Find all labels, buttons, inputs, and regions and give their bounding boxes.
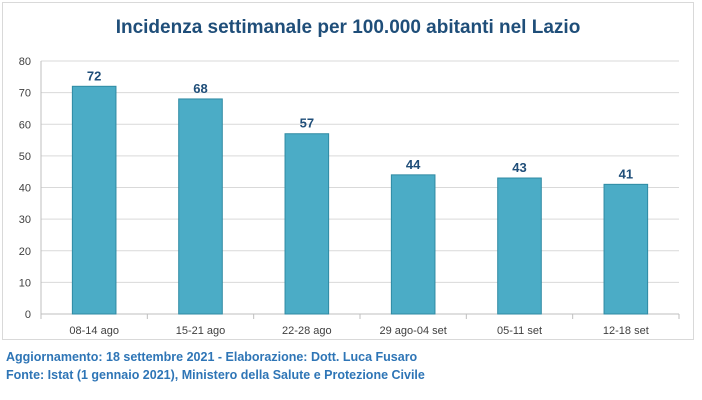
x-tick-label: 12-18 set [603, 325, 649, 337]
y-tick-label: 10 [19, 277, 31, 289]
data-label: 44 [406, 157, 421, 172]
y-tick-label: 80 [19, 56, 31, 68]
bar [603, 183, 649, 315]
bar-chart: 0 10 20 30 40 50 60 70 80 08-14 ago 15-21 ago 22-28… [19, 56, 680, 337]
bar [390, 174, 436, 315]
x-tick-label: 22-28 ago [282, 325, 332, 337]
x-tick-label: 05-11 set [497, 325, 542, 337]
chart-footer: Aggiornamento: 18 settembre 2021 - Elabo… [6, 348, 425, 384]
x-tick-label: 08-14 ago [69, 325, 119, 337]
data-labels: 72 68 57 44 43 41 [87, 68, 633, 181]
x-tick-label: 29 ago-04 set [380, 325, 447, 337]
gridlines [41, 60, 679, 283]
data-label: 57 [300, 116, 314, 131]
y-tick-label: 0 [25, 309, 31, 321]
y-tick-label: 20 [19, 246, 31, 258]
x-tick-label: 15-21 ago [176, 325, 226, 337]
bar [284, 133, 330, 315]
footer-update-line: Aggiornamento: 18 settembre 2021 - Elabo… [6, 350, 418, 364]
data-label: 43 [512, 160, 526, 175]
data-label: 41 [619, 166, 633, 181]
y-tick-label: 70 [19, 88, 31, 100]
y-tick-label: 30 [19, 214, 31, 226]
chart-title: Incidenza settimanale per 100.000 abitan… [115, 17, 581, 38]
bar [497, 177, 542, 315]
y-tick-label: 40 [19, 183, 31, 195]
chart-frame: Incidenza settimanale per 100.000 abitan… [2, 2, 694, 340]
y-tick-label: 60 [19, 119, 31, 131]
y-tick-label: 50 [19, 151, 31, 163]
bars [71, 85, 649, 315]
bar [71, 85, 117, 315]
data-label: 72 [87, 68, 101, 83]
data-label: 68 [193, 81, 207, 96]
footer-source-line: Fonte: Istat (1 gennaio 2021), Ministero… [6, 368, 425, 382]
axes: 0 10 20 30 40 50 60 70 80 08-14 ago 15-21 ago 22-28… [19, 56, 680, 337]
bar [178, 98, 223, 315]
